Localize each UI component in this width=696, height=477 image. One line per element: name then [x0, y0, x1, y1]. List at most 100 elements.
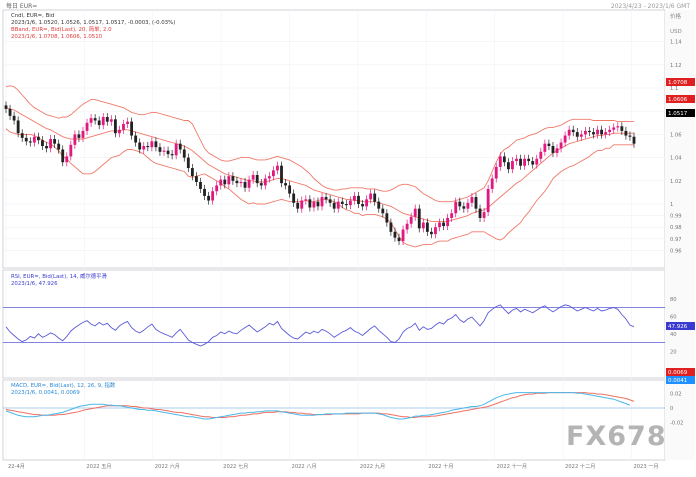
candle-body — [97, 120, 101, 126]
price-tick-label: 0.99 — [670, 214, 682, 220]
price-panel[interactable] — [2, 9, 666, 269]
candle-body — [292, 193, 296, 203]
bullish-candle — [65, 152, 69, 167]
bearish-candle — [288, 181, 292, 198]
candle-body — [515, 158, 518, 162]
bearish-candle — [389, 218, 393, 236]
candle-body — [219, 179, 223, 186]
bullish-candle — [267, 172, 271, 183]
x-axis-label: 2022 十一月 — [497, 462, 527, 470]
rsi-legend-line: 2023/1/6, 47.926 — [11, 281, 58, 287]
candle-body — [296, 202, 300, 209]
bullish-candle — [409, 212, 413, 228]
bullish-candle — [608, 125, 612, 137]
bearish-candle — [600, 125, 604, 139]
candle-body — [162, 150, 166, 152]
bullish-candle — [73, 130, 77, 149]
bearish-candle — [592, 128, 595, 139]
price-tick-label: 1.06 — [670, 132, 682, 138]
bullish-candle — [559, 138, 563, 153]
bullish-candle — [482, 208, 486, 222]
signal-value-tag: 0.0069 — [666, 368, 695, 376]
candle-body — [421, 222, 425, 229]
candle-body — [575, 132, 579, 137]
macd-panel[interactable] — [2, 379, 666, 461]
candle-body — [271, 170, 275, 177]
bearish-candle — [24, 133, 28, 146]
bearish-candle — [620, 122, 624, 135]
bearish-candle — [97, 116, 101, 130]
candle-body — [583, 130, 587, 135]
rsi-tick-label: 80 — [670, 297, 677, 303]
bearish-candle — [178, 139, 182, 154]
candle-body — [596, 129, 599, 135]
bearish-candle — [381, 204, 385, 218]
candle-body — [531, 161, 535, 165]
candle-body — [369, 193, 373, 200]
bearish-candle — [519, 154, 522, 170]
candle-body — [130, 121, 134, 136]
bullish-candle — [434, 223, 437, 239]
bullish-candle — [348, 196, 352, 210]
bullish-candle — [405, 219, 409, 234]
price-tick-label: 1 — [670, 202, 673, 208]
bearish-candle — [292, 189, 296, 207]
bearish-candle — [474, 192, 478, 213]
x-axis-label: 2022 五月 — [86, 463, 111, 470]
candle-body — [170, 154, 174, 156]
candle-body — [178, 143, 182, 150]
candle-body — [138, 142, 142, 150]
candle-body — [405, 223, 409, 230]
mid-band-tag-label: 1.0606 — [668, 97, 688, 103]
rsi-series — [3, 304, 665, 347]
bearish-candle — [462, 202, 466, 213]
x-axis-label: 2022 八月 — [292, 463, 317, 470]
candle-body — [61, 149, 65, 163]
bullish-candle — [535, 154, 539, 169]
bullish-candle — [239, 177, 243, 188]
candle-body — [41, 140, 44, 146]
macd-series — [3, 392, 665, 420]
bearish-candle — [377, 197, 381, 213]
candle-body — [105, 117, 109, 122]
rsi-tick-label: 40 — [670, 332, 677, 338]
rsi-value-tag-bg — [666, 322, 695, 330]
bearish-candle — [344, 199, 348, 210]
bullish-candle — [523, 154, 527, 170]
bullish-candle — [555, 144, 559, 158]
bullish-candle — [263, 174, 267, 190]
candle-body — [393, 231, 397, 238]
bearish-candle — [134, 131, 138, 147]
candle-body — [389, 222, 393, 232]
bearish-candle — [170, 150, 174, 160]
x-axis-label: 2022 十月 — [428, 462, 453, 470]
candle-body — [101, 117, 105, 126]
candle-body — [511, 161, 514, 170]
candle-body — [474, 197, 478, 209]
bearish-candle — [93, 114, 97, 125]
candle-body — [620, 126, 624, 131]
candle-body — [344, 204, 348, 206]
bullish-candle — [353, 191, 356, 205]
bearish-candle — [527, 154, 531, 166]
bullish-candle — [211, 187, 215, 205]
bearish-candle — [397, 233, 401, 246]
candle-body — [203, 188, 206, 196]
candle-body — [377, 201, 381, 209]
rsi-panel[interactable] — [2, 269, 666, 379]
candle-body — [482, 212, 486, 218]
candle-body — [365, 199, 369, 207]
bearish-candle — [588, 126, 591, 137]
candle-body — [146, 146, 150, 148]
bullish-candle — [486, 184, 490, 217]
candle-body — [348, 200, 352, 206]
candle-body — [316, 201, 320, 207]
candle-body — [425, 222, 429, 232]
bearish-candle — [632, 132, 636, 148]
candle-body — [267, 176, 271, 179]
candle-body — [434, 227, 437, 235]
macd-tick-label: -0.02 — [670, 421, 683, 427]
bearish-candle — [324, 192, 328, 204]
